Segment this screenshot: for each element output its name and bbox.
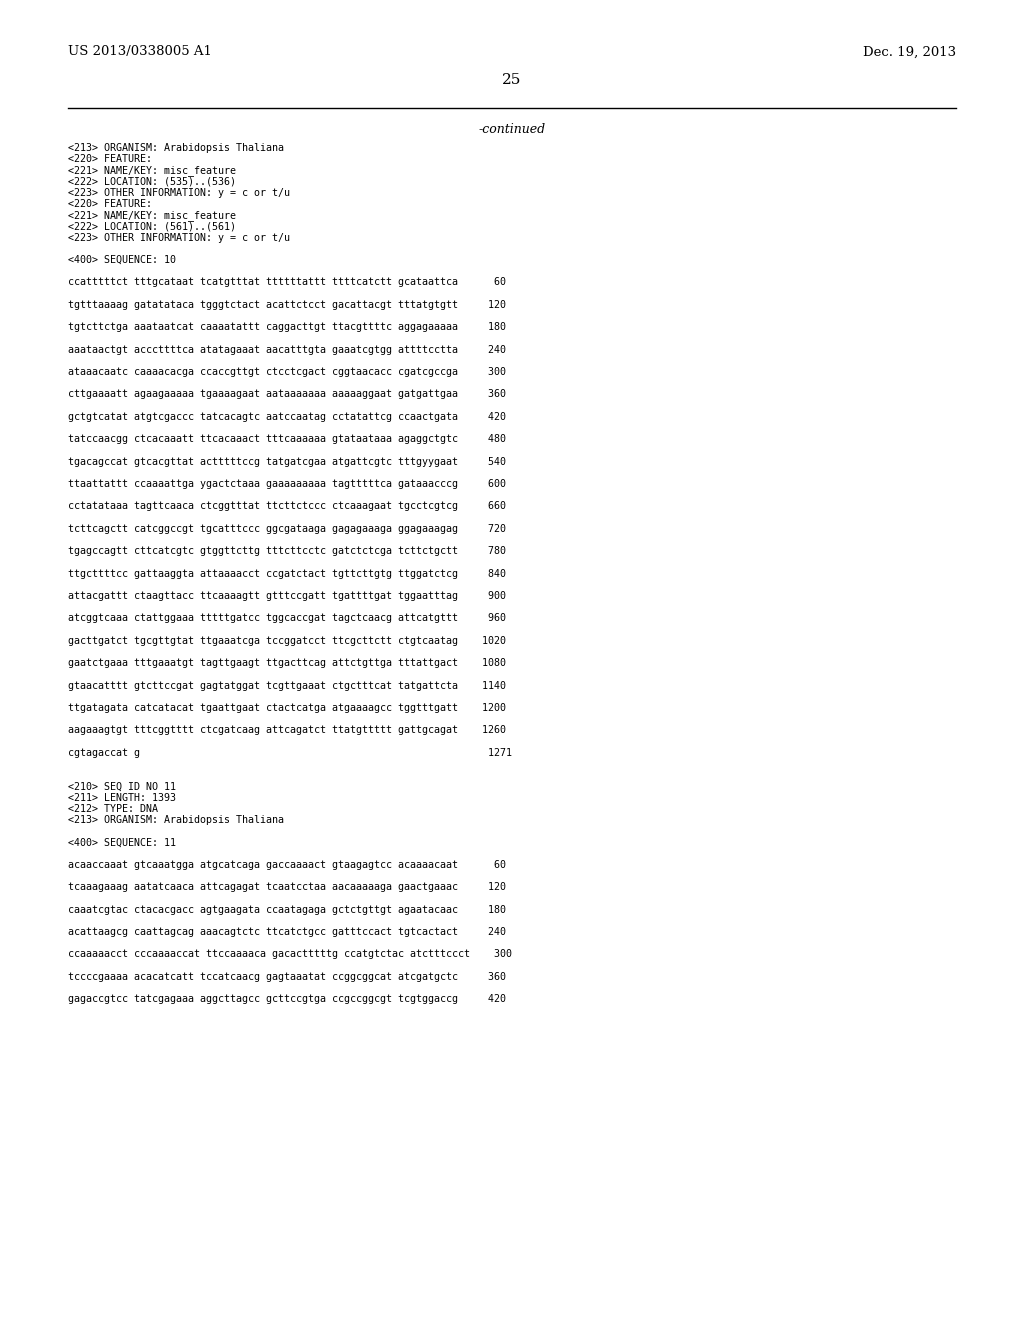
Text: gctgtcatat atgtcgaccc tatcacagtc aatccaatag cctatattcg ccaactgata     420: gctgtcatat atgtcgaccc tatcacagtc aatccaa… bbox=[68, 412, 506, 422]
Text: tcaaagaaag aatatcaaca attcagagat tcaatcctaa aacaaaaaga gaactgaaac     120: tcaaagaaag aatatcaaca attcagagat tcaatcc… bbox=[68, 882, 506, 892]
Text: 25: 25 bbox=[503, 73, 521, 87]
Text: ttgcttttcc gattaaggta attaaaacct ccgatctact tgttcttgtg ttggatctcg     840: ttgcttttcc gattaaggta attaaaacct ccgatct… bbox=[68, 569, 506, 578]
Text: gacttgatct tgcgttgtat ttgaaatcga tccggatcct ttcgcttctt ctgtcaatag    1020: gacttgatct tgcgttgtat ttgaaatcga tccggat… bbox=[68, 636, 506, 645]
Text: <400> SEQUENCE: 10: <400> SEQUENCE: 10 bbox=[68, 255, 176, 265]
Text: attacgattt ctaagttacc ttcaaaagtt gtttccgatt tgattttgat tggaatttag     900: attacgattt ctaagttacc ttcaaaagtt gtttccg… bbox=[68, 591, 506, 601]
Text: ccaaaaacct cccaaaaccat ttccaaaaca gacactttttg ccatgtctac atctttccct    300: ccaaaaacct cccaaaaccat ttccaaaaca gacact… bbox=[68, 949, 512, 960]
Text: <213> ORGANISM: Arabidopsis Thaliana: <213> ORGANISM: Arabidopsis Thaliana bbox=[68, 143, 284, 153]
Text: caaatcgtac ctacacgacc agtgaagata ccaatagaga gctctgttgt agaatacaac     180: caaatcgtac ctacacgacc agtgaagata ccaatag… bbox=[68, 904, 506, 915]
Text: <222> LOCATION: (535)..(536): <222> LOCATION: (535)..(536) bbox=[68, 177, 236, 186]
Text: acaaccaaat gtcaaatgga atgcatcaga gaccaaaact gtaagagtcc acaaaacaat      60: acaaccaaat gtcaaatgga atgcatcaga gaccaaa… bbox=[68, 859, 506, 870]
Text: aagaaagtgt tttcggtttt ctcgatcaag attcagatct ttatgttttt gattgcagat    1260: aagaaagtgt tttcggtttt ctcgatcaag attcaga… bbox=[68, 726, 506, 735]
Text: <210> SEQ ID NO 11: <210> SEQ ID NO 11 bbox=[68, 781, 176, 792]
Text: US 2013/0338005 A1: US 2013/0338005 A1 bbox=[68, 45, 212, 58]
Text: <223> OTHER INFORMATION: y = c or t/u: <223> OTHER INFORMATION: y = c or t/u bbox=[68, 187, 290, 198]
Text: cctatataaa tagttcaaca ctcggtttat ttcttctccc ctcaaagaat tgcctcgtcg     660: cctatataaa tagttcaaca ctcggtttat ttcttct… bbox=[68, 502, 506, 511]
Text: -continued: -continued bbox=[478, 123, 546, 136]
Text: gagaccgtcc tatcgagaaa aggcttagcc gcttccgtga ccgccggcgt tcgtggaccg     420: gagaccgtcc tatcgagaaa aggcttagcc gcttccg… bbox=[68, 994, 506, 1005]
Text: tgtttaaaag gatatataca tgggtctact acattctcct gacattacgt tttatgtgtt     120: tgtttaaaag gatatataca tgggtctact acattct… bbox=[68, 300, 506, 310]
Text: tcttcagctt catcggccgt tgcatttccc ggcgataaga gagagaaaga ggagaaagag     720: tcttcagctt catcggccgt tgcatttccc ggcgata… bbox=[68, 524, 506, 533]
Text: acattaagcg caattagcag aaacagtctc ttcatctgcc gatttccact tgtcactact     240: acattaagcg caattagcag aaacagtctc ttcatct… bbox=[68, 927, 506, 937]
Text: tgacagccat gtcacgttat actttttccg tatgatcgaa atgattcgtc tttgyygaat     540: tgacagccat gtcacgttat actttttccg tatgatc… bbox=[68, 457, 506, 466]
Text: tgtcttctga aaataatcat caaaatattt caggacttgt ttacgttttc aggagaaaaa     180: tgtcttctga aaataatcat caaaatattt caggact… bbox=[68, 322, 506, 333]
Text: cttgaaaatt agaagaaaaa tgaaaagaat aataaaaaaa aaaaaggaat gatgattgaa     360: cttgaaaatt agaagaaaaa tgaaaagaat aataaaa… bbox=[68, 389, 506, 400]
Text: ccatttttct tttgcataat tcatgtttat ttttttattt ttttcatctt gcataattca      60: ccatttttct tttgcataat tcatgtttat tttttta… bbox=[68, 277, 506, 288]
Text: <400> SEQUENCE: 11: <400> SEQUENCE: 11 bbox=[68, 837, 176, 847]
Text: gtaacatttt gtcttccgat gagtatggat tcgttgaaat ctgctttcat tatgattcta    1140: gtaacatttt gtcttccgat gagtatggat tcgttga… bbox=[68, 681, 506, 690]
Text: <221> NAME/KEY: misc_feature: <221> NAME/KEY: misc_feature bbox=[68, 210, 236, 222]
Text: ttgatagata catcatacat tgaattgaat ctactcatga atgaaaagcc tggtttgatt    1200: ttgatagata catcatacat tgaattgaat ctactca… bbox=[68, 704, 506, 713]
Text: tgagccagtt cttcatcgtc gtggttcttg tttcttcctc gatctctcga tcttctgctt     780: tgagccagtt cttcatcgtc gtggttcttg tttcttc… bbox=[68, 546, 506, 556]
Text: atcggtcaaa ctattggaaa tttttgatcc tggcaccgat tagctcaacg attcatgttt     960: atcggtcaaa ctattggaaa tttttgatcc tggcacc… bbox=[68, 614, 506, 623]
Text: ttaattattt ccaaaattga ygactctaaa gaaaaaaaaa tagtttttca gataaacccg     600: ttaattattt ccaaaattga ygactctaaa gaaaaaa… bbox=[68, 479, 506, 488]
Text: aaataactgt acccttttca atatagaaat aacatttgta gaaatcgtgg attttcctta     240: aaataactgt acccttttca atatagaaat aacattt… bbox=[68, 345, 506, 355]
Text: gaatctgaaa tttgaaatgt tagttgaagt ttgacttcag attctgttga tttattgact    1080: gaatctgaaa tttgaaatgt tagttgaagt ttgactt… bbox=[68, 659, 506, 668]
Text: cgtagaccat g                                                          1271: cgtagaccat g 1271 bbox=[68, 748, 512, 758]
Text: <221> NAME/KEY: misc_feature: <221> NAME/KEY: misc_feature bbox=[68, 165, 236, 177]
Text: Dec. 19, 2013: Dec. 19, 2013 bbox=[863, 45, 956, 58]
Text: <213> ORGANISM: Arabidopsis Thaliana: <213> ORGANISM: Arabidopsis Thaliana bbox=[68, 814, 284, 825]
Text: tccccgaaaa acacatcatt tccatcaacg gagtaaatat ccggcggcat atcgatgctc     360: tccccgaaaa acacatcatt tccatcaacg gagtaaa… bbox=[68, 972, 506, 982]
Text: <211> LENGTH: 1393: <211> LENGTH: 1393 bbox=[68, 792, 176, 803]
Text: tatccaacgg ctcacaaatt ttcacaaact tttcaaaaaa gtataataaa agaggctgtc     480: tatccaacgg ctcacaaatt ttcacaaact tttcaaa… bbox=[68, 434, 506, 445]
Text: ataaacaatc caaaacacga ccaccgttgt ctcctcgact cggtaacacc cgatcgccga     300: ataaacaatc caaaacacga ccaccgttgt ctcctcg… bbox=[68, 367, 506, 378]
Text: <223> OTHER INFORMATION: y = c or t/u: <223> OTHER INFORMATION: y = c or t/u bbox=[68, 232, 290, 243]
Text: <222> LOCATION: (561)..(561): <222> LOCATION: (561)..(561) bbox=[68, 222, 236, 231]
Text: <212> TYPE: DNA: <212> TYPE: DNA bbox=[68, 804, 158, 814]
Text: <220> FEATURE:: <220> FEATURE: bbox=[68, 154, 152, 164]
Text: <220> FEATURE:: <220> FEATURE: bbox=[68, 199, 152, 209]
